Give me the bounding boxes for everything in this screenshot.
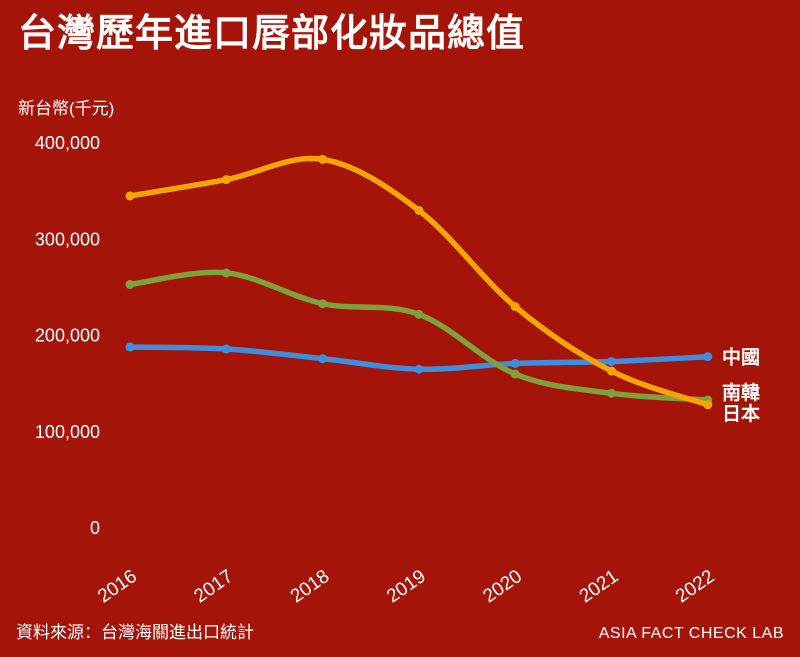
brand-label: ASIA FACT CHECK LAB bbox=[598, 625, 784, 642]
series-point bbox=[221, 268, 231, 278]
y-tick-label: 300,000 bbox=[35, 229, 100, 249]
x-tick-label: 2020 bbox=[479, 566, 526, 607]
series-point bbox=[125, 191, 135, 201]
y-tick-label: 200,000 bbox=[35, 326, 100, 346]
x-tick-label: 2017 bbox=[190, 566, 237, 607]
series-point bbox=[607, 356, 616, 366]
series-point bbox=[607, 388, 616, 398]
series-point bbox=[510, 369, 520, 379]
series-point bbox=[703, 352, 713, 362]
series-end-label-1: 南韓 bbox=[722, 381, 760, 404]
series-end-label-0: 中國 bbox=[722, 346, 760, 369]
x-tick-label: 2022 bbox=[672, 566, 719, 607]
x-tick-label: 2016 bbox=[94, 566, 141, 607]
series-point bbox=[318, 354, 328, 364]
y-axis-label: 新台幣(千元) bbox=[18, 99, 115, 118]
series-point bbox=[125, 342, 135, 352]
x-tick-label: 2018 bbox=[287, 566, 334, 607]
series-point bbox=[221, 344, 231, 354]
series-point bbox=[510, 358, 520, 368]
series-line-1 bbox=[127, 269, 711, 403]
x-tick-label: 2021 bbox=[576, 566, 623, 607]
footer: 資料來源：台灣海關進出口統計 ASIA FACT CHECK LAB bbox=[16, 618, 784, 643]
y-tick-label: 100,000 bbox=[35, 422, 100, 442]
chart-title: 台灣歷年進口唇部化妝品總值 bbox=[18, 13, 526, 55]
series-end-label-2: 日本 bbox=[722, 402, 760, 425]
series-point bbox=[607, 366, 616, 376]
x-tick-label: 2019 bbox=[383, 566, 430, 607]
series-point bbox=[414, 309, 424, 319]
source-note: 資料來源：台灣海關進出口統計 bbox=[16, 623, 254, 642]
series-point bbox=[703, 400, 713, 410]
series-point bbox=[414, 364, 424, 374]
series-point bbox=[414, 205, 424, 215]
y-tick-label: 400,000 bbox=[35, 133, 100, 153]
series-point bbox=[221, 175, 231, 185]
series-point bbox=[510, 302, 520, 312]
y-tick-label: 0 bbox=[90, 518, 100, 538]
series-point bbox=[318, 299, 328, 309]
series-point bbox=[318, 154, 328, 164]
series-point bbox=[125, 279, 135, 289]
